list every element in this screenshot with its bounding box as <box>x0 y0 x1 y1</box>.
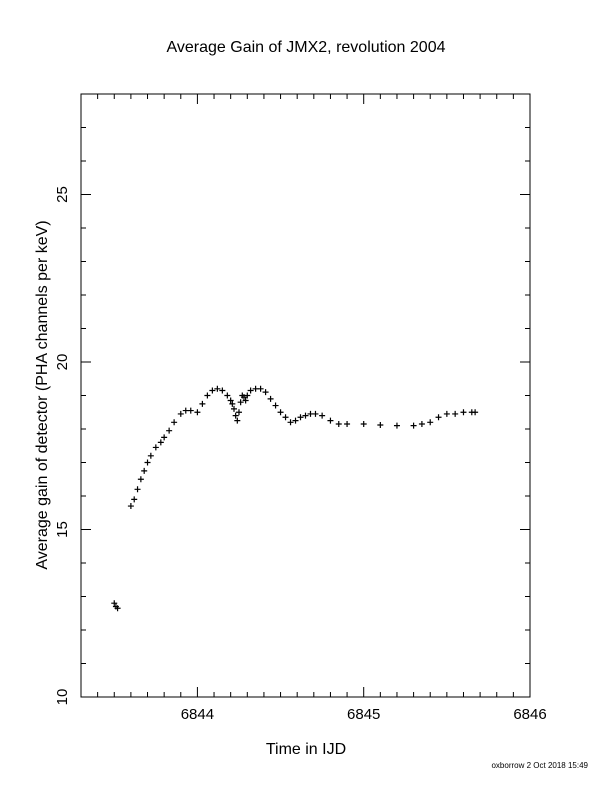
data-point <box>114 605 121 612</box>
x-axis-label: Time in IJD <box>266 741 346 758</box>
data-point <box>267 395 274 402</box>
data-point <box>187 407 194 414</box>
data-point <box>377 421 384 428</box>
data-point <box>472 409 479 416</box>
data-point <box>460 409 467 416</box>
data-point <box>257 385 264 392</box>
data-point <box>219 387 226 394</box>
axis-ticks <box>80 93 531 698</box>
data-point <box>344 420 351 427</box>
data-point <box>171 419 178 426</box>
data-point <box>327 417 334 424</box>
data-point <box>157 439 164 446</box>
data-point <box>230 405 237 412</box>
data-point <box>242 397 249 404</box>
data-point <box>147 452 154 459</box>
data-point <box>312 410 319 417</box>
data-point <box>319 412 326 419</box>
data-point <box>152 444 159 451</box>
data-point <box>240 394 247 401</box>
data-point <box>410 422 417 429</box>
data-point <box>144 459 151 466</box>
data-point <box>199 400 206 407</box>
data-point <box>209 387 216 394</box>
y-tick-label: 20 <box>54 354 71 371</box>
data-points <box>111 385 479 612</box>
y-tick-label: 15 <box>54 521 71 538</box>
data-point <box>277 409 284 416</box>
data-point <box>177 410 184 417</box>
data-point <box>224 392 231 399</box>
data-point <box>335 420 342 427</box>
data-point <box>287 419 294 426</box>
y-tick-label: 10 <box>54 689 71 706</box>
data-point <box>302 412 309 419</box>
x-tick-label: 6845 <box>347 706 380 723</box>
footer-timestamp: oxborrow 2 Oct 2018 15:49 <box>491 761 588 770</box>
data-point <box>161 434 168 441</box>
data-point <box>235 409 242 416</box>
data-point <box>282 414 289 421</box>
data-point <box>232 412 239 419</box>
data-point <box>166 427 173 434</box>
data-point <box>141 467 148 474</box>
data-point <box>229 400 236 407</box>
data-point <box>214 385 221 392</box>
chart-title: Average Gain of JMX2, revolution 2004 <box>167 39 446 56</box>
plot-frame <box>80 93 531 698</box>
data-point <box>234 417 241 424</box>
data-point <box>247 387 254 394</box>
data-point <box>262 389 269 396</box>
data-point <box>297 414 304 421</box>
data-point <box>111 600 118 607</box>
data-point <box>393 422 400 429</box>
data-point <box>427 419 434 426</box>
tick-labels: 6844 6845 6846 10 15 20 25 <box>54 186 547 723</box>
data-point <box>452 410 459 417</box>
data-point <box>237 399 244 406</box>
data-point <box>272 402 279 409</box>
y-tick-label: 25 <box>54 186 71 203</box>
data-point <box>137 476 144 483</box>
data-point <box>227 397 234 404</box>
x-tick-label: 6844 <box>181 706 214 723</box>
x-tick-label: 6846 <box>513 706 546 723</box>
data-point <box>127 503 134 510</box>
data-point <box>435 414 442 421</box>
data-point <box>292 417 299 424</box>
data-point <box>360 420 367 427</box>
y-axis-label: Average gain of detector (PHA channels p… <box>34 220 51 569</box>
data-point <box>134 486 141 493</box>
data-point <box>204 392 211 399</box>
data-point <box>131 496 138 503</box>
data-point <box>418 420 425 427</box>
data-point <box>194 409 201 416</box>
data-point <box>244 392 251 399</box>
data-point <box>443 410 450 417</box>
